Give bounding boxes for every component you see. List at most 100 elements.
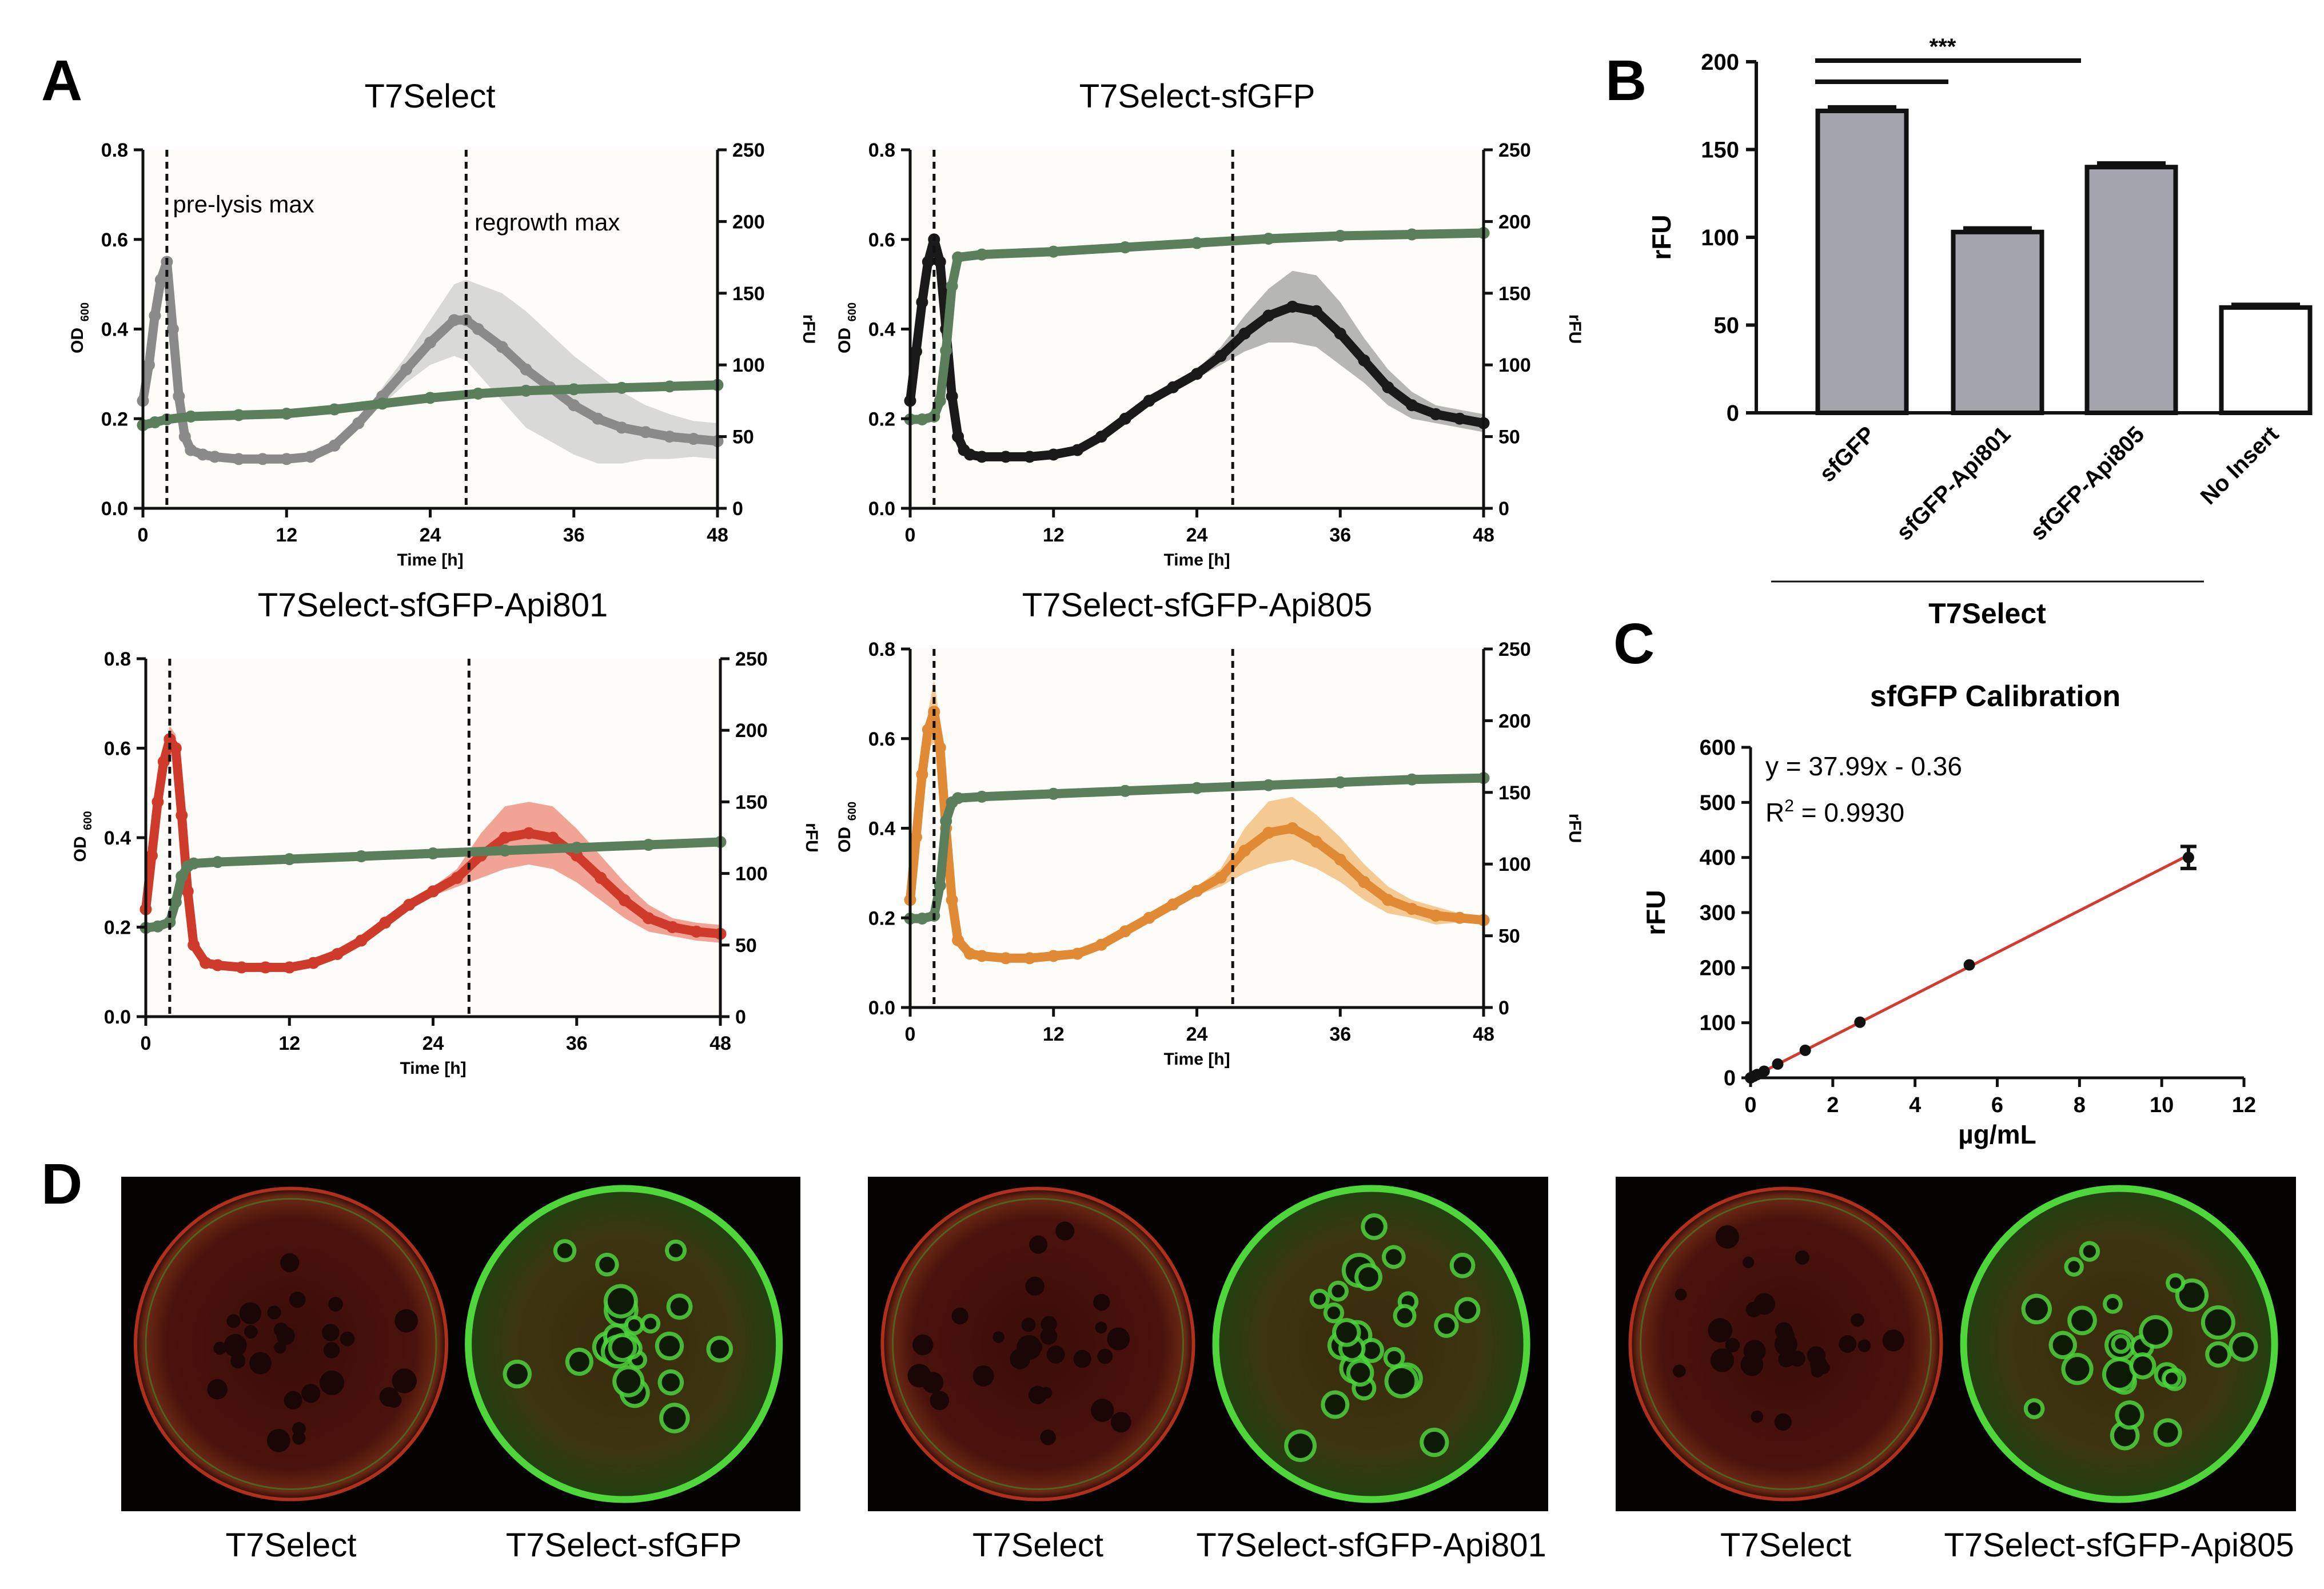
- plate-images: T7Select T7Select-sfGFP T7Select T7Select-s…: [121, 1177, 2296, 1564]
- panel-label-b: B: [1605, 49, 1647, 113]
- data-point: [520, 384, 532, 397]
- plaque: [951, 1307, 968, 1325]
- y-tick-label-left: 0.0: [104, 1006, 131, 1028]
- x-tick-label: 36: [1329, 524, 1351, 546]
- y-axis-label-right: rFU: [1565, 814, 1584, 843]
- plaque: [301, 1384, 321, 1403]
- chart-title: T7Select-sfGFP: [1079, 78, 1316, 115]
- data-point: [236, 961, 248, 974]
- y-axis-label: rFU: [1641, 890, 1671, 935]
- data-point: [1095, 431, 1107, 443]
- x-tick-label: 0: [1744, 1093, 1756, 1117]
- x-tick-label: 8: [2074, 1093, 2086, 1117]
- y-tick-label-right: 50: [1498, 427, 1520, 448]
- data-point: [166, 323, 179, 335]
- plaque: [274, 1341, 286, 1354]
- plaque: [659, 1335, 680, 1357]
- plaque: [670, 1297, 689, 1316]
- plaque: [266, 1429, 290, 1452]
- plaque: [1313, 1292, 1326, 1305]
- data-point: [922, 256, 934, 268]
- plaque: [394, 1309, 418, 1333]
- data-point: [952, 251, 964, 264]
- plaque: [616, 1369, 641, 1393]
- data-point: [1758, 1065, 1770, 1077]
- data-point: [1119, 784, 1131, 797]
- plaque: [280, 1253, 300, 1273]
- data-point: [499, 845, 511, 857]
- x-tick-label: 12: [276, 524, 297, 546]
- data-point: [448, 314, 460, 326]
- plaque: [2170, 1277, 2182, 1289]
- y-tick-label-right: 200: [1498, 710, 1531, 732]
- data-point: [963, 448, 976, 461]
- data-point: [352, 417, 365, 429]
- y-tick-label: 600: [1700, 736, 1736, 760]
- y-tick-label-left: 0.6: [868, 728, 895, 750]
- data-point: [1334, 327, 1346, 340]
- plaque: [612, 1337, 633, 1359]
- plaque: [1789, 1351, 1805, 1367]
- y-tick-label-right: 200: [1498, 211, 1531, 233]
- plate-rim: [892, 1198, 1184, 1490]
- plate-label: T7Select-sfGFP-Api805: [1944, 1527, 2294, 1564]
- y-tick-label: 150: [1701, 138, 1739, 163]
- plaque: [284, 1391, 302, 1409]
- data-point: [1453, 412, 1466, 425]
- data-point: [1023, 952, 1036, 965]
- data-point: [355, 850, 368, 863]
- plaque: [912, 1334, 934, 1356]
- plot-area: [910, 649, 1484, 1007]
- plaque: [267, 1305, 281, 1320]
- plaque: [2106, 1361, 2133, 1388]
- y-axis-label-left-sub: 600: [82, 811, 94, 830]
- data-point: [376, 397, 389, 410]
- plaque: [2233, 1336, 2254, 1358]
- data-point: [259, 961, 272, 974]
- plaque: [972, 1365, 994, 1387]
- category-label: sfGFP-Api801: [1892, 421, 2016, 545]
- data-point: [1286, 300, 1299, 313]
- plaque: [207, 1379, 228, 1400]
- plaque: [2065, 1357, 2090, 1381]
- category-label-text: sfGFP: [1815, 421, 1880, 487]
- plaque: [1288, 1433, 1313, 1458]
- category-label-text: sfGFP-Api805: [2026, 421, 2150, 545]
- data-point: [934, 256, 946, 268]
- plaque: [1363, 1341, 1380, 1359]
- data-point: [1382, 381, 1394, 393]
- category-label-text: No Insert: [2196, 421, 2284, 509]
- x-tick-label: 4: [1909, 1093, 1921, 1117]
- plaque: [1851, 1313, 1864, 1327]
- data-point: [427, 885, 439, 898]
- data-point: [946, 894, 958, 906]
- plaque: [557, 1243, 573, 1259]
- data-point: [499, 831, 511, 844]
- plaque: [663, 1407, 686, 1429]
- y-axis-label-text: rFU: [1647, 214, 1676, 260]
- group-label: T7Select: [1928, 598, 2046, 630]
- data-point: [963, 947, 976, 960]
- plaque: [323, 1342, 340, 1359]
- plaque: [1742, 1256, 1755, 1268]
- data-point: [910, 345, 922, 358]
- data-point: [975, 248, 988, 261]
- plaque: [1672, 1364, 1686, 1378]
- data-point: [952, 792, 964, 805]
- plaque: [1388, 1368, 1415, 1395]
- y-tick-label-right: 150: [735, 791, 768, 813]
- plaque: [1774, 1413, 1792, 1431]
- plaque: [992, 1331, 1004, 1343]
- x-tick-label: 10: [2150, 1093, 2174, 1117]
- data-point: [152, 920, 164, 933]
- category-label: No Insert: [2196, 421, 2284, 509]
- data-point: [520, 363, 532, 376]
- y-tick-label: 0: [1724, 1066, 1736, 1090]
- plaque: [322, 1324, 340, 1341]
- plaque: [1882, 1329, 1904, 1352]
- plate-label: T7Select: [226, 1527, 357, 1564]
- plaque: [292, 1431, 306, 1445]
- data-point: [188, 857, 200, 870]
- data-point: [642, 839, 655, 851]
- data-point: [1143, 911, 1155, 924]
